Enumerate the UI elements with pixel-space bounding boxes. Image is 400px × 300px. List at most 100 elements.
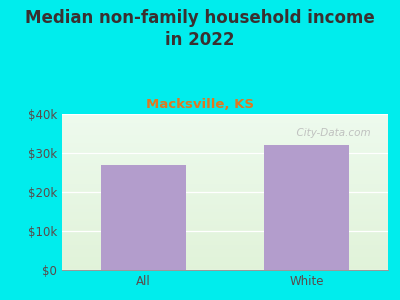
- Bar: [62, 189, 388, 191]
- Bar: [62, 224, 388, 226]
- Bar: [62, 210, 388, 211]
- Bar: [62, 205, 388, 206]
- Bar: [62, 243, 388, 244]
- Bar: [62, 242, 388, 243]
- Bar: [62, 250, 388, 252]
- Bar: [62, 154, 388, 156]
- Bar: [62, 200, 388, 201]
- Bar: [62, 193, 388, 195]
- Bar: [62, 234, 388, 235]
- Bar: [62, 136, 388, 137]
- Bar: [62, 185, 388, 187]
- Bar: [264, 145, 349, 270]
- Bar: [62, 182, 388, 183]
- Bar: [62, 135, 388, 136]
- Bar: [62, 201, 388, 202]
- Bar: [62, 142, 388, 144]
- Bar: [62, 164, 388, 165]
- Bar: [62, 146, 388, 148]
- Bar: [62, 157, 388, 158]
- Bar: [62, 209, 388, 210]
- Bar: [62, 236, 388, 238]
- Bar: [62, 153, 388, 154]
- Bar: [62, 222, 388, 223]
- Bar: [62, 239, 388, 240]
- Bar: [62, 140, 388, 141]
- Bar: [62, 247, 388, 248]
- Bar: [62, 145, 388, 146]
- Bar: [62, 137, 388, 139]
- Bar: [62, 167, 388, 169]
- Bar: [62, 231, 388, 232]
- Bar: [62, 160, 388, 161]
- Bar: [62, 156, 388, 157]
- Bar: [62, 179, 388, 180]
- Bar: [62, 226, 388, 227]
- Bar: [62, 215, 388, 217]
- Bar: [62, 114, 388, 115]
- Bar: [62, 176, 388, 178]
- Bar: [62, 208, 388, 209]
- Bar: [62, 174, 388, 175]
- Bar: [62, 180, 388, 181]
- Bar: [62, 178, 388, 179]
- Bar: [62, 204, 388, 205]
- Text: Macksville, KS: Macksville, KS: [146, 98, 254, 110]
- Bar: [62, 149, 388, 150]
- Bar: [62, 166, 388, 167]
- Bar: [62, 262, 388, 263]
- Bar: [62, 132, 388, 134]
- Bar: [62, 158, 388, 160]
- Bar: [62, 144, 388, 145]
- Bar: [62, 172, 388, 174]
- Bar: [62, 228, 388, 230]
- Bar: [62, 213, 388, 214]
- Bar: [62, 218, 388, 219]
- Bar: [62, 223, 388, 224]
- Bar: [62, 245, 388, 247]
- Bar: [62, 257, 388, 258]
- Bar: [62, 122, 388, 123]
- Bar: [62, 171, 388, 172]
- Bar: [62, 123, 388, 124]
- Bar: [62, 266, 388, 267]
- Bar: [62, 119, 388, 121]
- Bar: [62, 126, 388, 127]
- Bar: [62, 254, 388, 256]
- Bar: [62, 240, 388, 242]
- Bar: [101, 165, 186, 270]
- Bar: [62, 269, 388, 270]
- Bar: [62, 230, 388, 231]
- Bar: [62, 165, 388, 166]
- Bar: [62, 148, 388, 149]
- Bar: [62, 260, 388, 261]
- Bar: [62, 188, 388, 189]
- Bar: [62, 183, 388, 184]
- Bar: [62, 249, 388, 250]
- Bar: [62, 184, 388, 185]
- Bar: [62, 195, 388, 196]
- Bar: [62, 214, 388, 215]
- Bar: [62, 191, 388, 192]
- Bar: [62, 217, 388, 218]
- Bar: [62, 192, 388, 193]
- Bar: [62, 227, 388, 228]
- Bar: [62, 267, 388, 269]
- Bar: [62, 219, 388, 220]
- Bar: [62, 128, 388, 130]
- Text: Median non-family household income
in 2022: Median non-family household income in 20…: [25, 9, 375, 49]
- Bar: [62, 169, 388, 170]
- Bar: [62, 261, 388, 262]
- Bar: [62, 134, 388, 135]
- Bar: [62, 235, 388, 236]
- Bar: [62, 256, 388, 257]
- Bar: [62, 161, 388, 162]
- Bar: [62, 252, 388, 253]
- Bar: [62, 220, 388, 222]
- Bar: [62, 197, 388, 199]
- Bar: [62, 170, 388, 171]
- Bar: [62, 130, 388, 131]
- Bar: [62, 118, 388, 119]
- Text: City-Data.com: City-Data.com: [290, 128, 371, 138]
- Bar: [62, 115, 388, 117]
